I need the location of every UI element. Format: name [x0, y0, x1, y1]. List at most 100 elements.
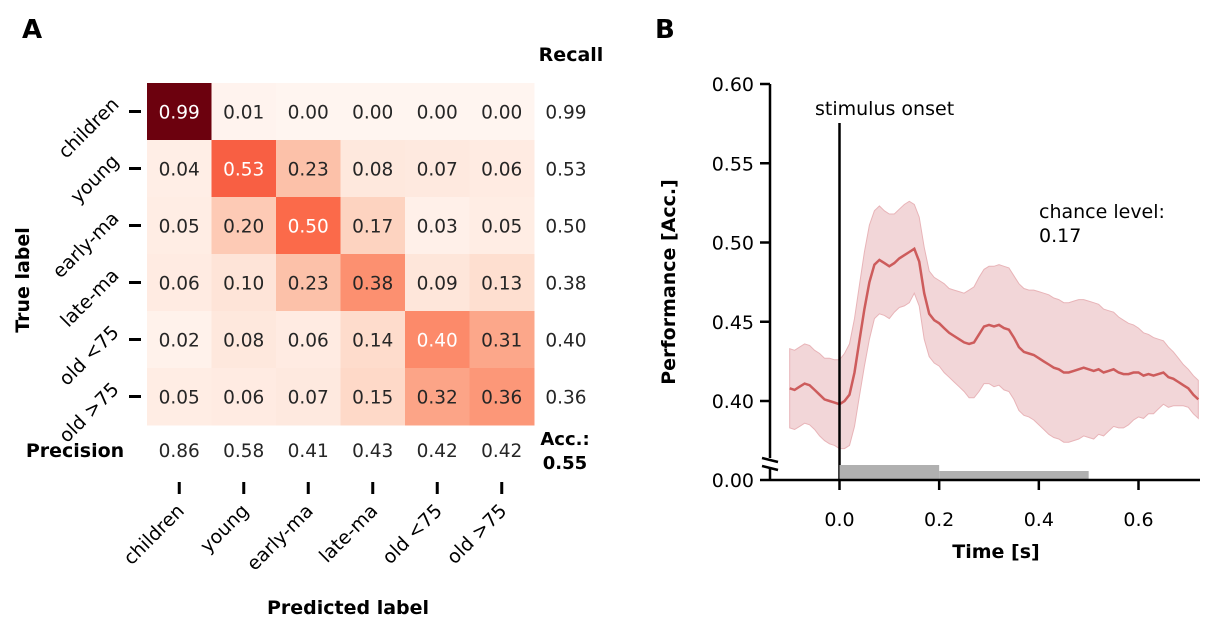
axes	[761, 84, 1200, 482]
recall-value: 0.53	[545, 160, 586, 181]
chance-level-label: chance level:	[1039, 201, 1165, 223]
matrix-cell	[276, 254, 341, 312]
cell-value-label: 0.08	[352, 160, 393, 181]
matrix-cell	[276, 311, 341, 369]
cell-value-label: 0.50	[288, 217, 329, 238]
recall-value: 0.38	[545, 274, 586, 295]
cell-value-label: 0.02	[159, 331, 200, 352]
cell-value-label: 0.99	[159, 103, 200, 124]
recall-value: 0.50	[545, 217, 586, 238]
significance-bar	[939, 471, 1089, 480]
row-tick-label: children	[54, 93, 123, 162]
matrix-cell	[147, 140, 212, 198]
matrix-cell	[469, 140, 535, 198]
y-tick-label: 0.40	[712, 391, 754, 413]
column-tick-label: young	[196, 500, 253, 557]
column-tick-label: old <75	[378, 500, 447, 569]
matrix-cell	[211, 254, 277, 312]
matrix-cell	[405, 140, 470, 198]
cell-value-label: 0.06	[223, 388, 264, 409]
confidence-band	[789, 200, 1199, 450]
row-tick-marks	[129, 110, 141, 398]
cell-value-label: 0.13	[481, 274, 522, 295]
cell-value-label: 0.40	[417, 331, 458, 352]
matrix-cell	[340, 254, 406, 312]
cell-value-label: 0.14	[352, 331, 393, 352]
panel-b-letter: B	[655, 15, 675, 45]
recall-value: 0.36	[545, 388, 586, 409]
matrix-cell	[211, 83, 277, 141]
cell-value-label: 0.05	[159, 388, 200, 409]
x-axis-label: Predicted label	[267, 597, 429, 617]
axis-break-mark	[761, 464, 779, 472]
recall-values: 0.99 0.53 0.50 0.38 0.40 0.36	[545, 103, 586, 409]
confusion-matrix-panel: 0.99 0.01 0.00 0.00 0.00 0.00 0.04 0.53 0.23 0.08…	[12, 44, 603, 617]
cell-value-label: 0.23	[288, 274, 329, 295]
accuracy-value: 0.55	[543, 453, 587, 474]
y-axis-label: True label	[12, 227, 34, 333]
cell-value-label: 0.20	[223, 217, 264, 238]
confusion-matrix-cell-labels: 0.99 0.01 0.00 0.00 0.00 0.00 0.04 0.53 0.23 0.08…	[159, 103, 523, 409]
matrix-cell	[469, 254, 535, 312]
x-axis-label: Time [s]	[952, 541, 1039, 563]
cell-value-label: 0.00	[481, 103, 522, 124]
cell-value-label: 0.05	[481, 217, 522, 238]
row-tick-label: old >75	[55, 378, 124, 447]
matrix-cell	[469, 83, 535, 141]
y-tick-label: 0.60	[712, 74, 754, 96]
precision-value: 0.42	[417, 441, 458, 462]
matrix-cell	[340, 197, 406, 255]
y-axis-label: Performance [Acc.]	[658, 179, 680, 385]
precision-value: 0.43	[352, 441, 393, 462]
x-tick-label: 0.2	[924, 509, 954, 531]
cell-value-label: 0.23	[288, 160, 329, 181]
cell-value-label: 0.53	[223, 160, 264, 181]
cell-value-label: 0.08	[223, 331, 264, 352]
cell-value-label: 0.09	[417, 274, 458, 295]
cell-value-label: 0.32	[417, 388, 458, 409]
significance-bar	[839, 465, 940, 480]
x-ticks: 0.0 0.2 0.4 0.6	[824, 480, 1154, 531]
axis-break-mark	[761, 456, 779, 464]
matrix-cell	[276, 83, 341, 141]
matrix-cell	[405, 311, 470, 369]
matrix-cell	[469, 197, 535, 255]
matrix-cell	[469, 368, 535, 426]
matrix-cell	[340, 368, 406, 426]
cell-value-label: 0.36	[481, 388, 522, 409]
cell-value-label: 0.06	[159, 274, 200, 295]
matrix-cell	[147, 368, 212, 426]
cell-value-label: 0.03	[417, 217, 458, 238]
cell-value-label: 0.00	[417, 103, 458, 124]
matrix-cell	[211, 140, 277, 198]
column-tick-label: old >75	[443, 500, 512, 569]
panel-a-letter: A	[22, 15, 42, 45]
x-tick-label: 0.4	[1024, 509, 1054, 531]
y-tick-label: 0.55	[712, 153, 754, 175]
matrix-cell	[211, 197, 277, 255]
cell-value-label: 0.06	[481, 160, 522, 181]
matrix-cell	[340, 311, 406, 369]
matrix-cell	[405, 368, 470, 426]
matrix-cell	[276, 368, 341, 426]
cell-value-label: 0.00	[352, 103, 393, 124]
cell-value-label: 0.15	[352, 388, 393, 409]
cell-value-label: 0.31	[481, 331, 522, 352]
cell-value-label: 0.07	[417, 160, 458, 181]
stimulus-onset-label: stimulus onset	[815, 98, 954, 120]
column-tick-label: late-ma	[315, 500, 382, 567]
precision-value: 0.42	[481, 441, 522, 462]
column-tick-label: early-ma	[243, 500, 318, 575]
cell-value-label: 0.07	[288, 388, 329, 409]
row-tick-label: young	[66, 150, 123, 207]
cell-value-label: 0.06	[288, 331, 329, 352]
column-tick-marks	[177, 482, 504, 494]
matrix-cell	[405, 254, 470, 312]
matrix-cell	[276, 140, 341, 198]
precision-title: Precision	[26, 440, 124, 462]
x-tick-label: 0.0	[824, 509, 854, 531]
cell-value-label: 0.00	[288, 103, 329, 124]
y-ticks: 0.40 0.45 0.50 0.55 0.60 0.00	[712, 74, 770, 492]
column-tick-label: children	[119, 500, 188, 569]
